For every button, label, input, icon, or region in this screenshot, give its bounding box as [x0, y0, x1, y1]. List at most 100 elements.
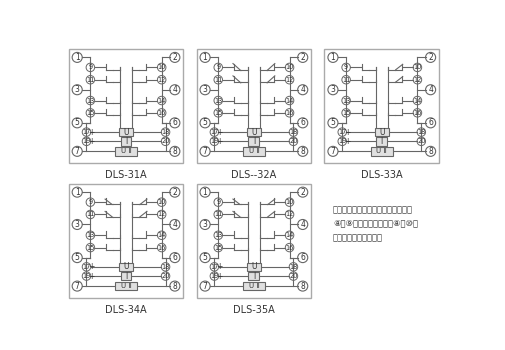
- Text: 4: 4: [299, 220, 305, 229]
- Text: +: +: [216, 128, 222, 136]
- Text: U Ⅱ: U Ⅱ: [248, 283, 259, 289]
- Text: 12: 12: [157, 77, 166, 83]
- Text: U: U: [250, 128, 256, 136]
- Text: 19: 19: [337, 138, 346, 144]
- Text: 1: 1: [75, 188, 79, 197]
- Text: U: U: [250, 262, 256, 271]
- Text: 6: 6: [172, 118, 177, 127]
- Text: 18: 18: [416, 129, 425, 135]
- Bar: [374, 128, 388, 136]
- Text: 15: 15: [341, 110, 349, 116]
- Text: 20: 20: [161, 138, 170, 144]
- Text: I: I: [252, 272, 255, 281]
- Text: ⑧、⑨端子接合闸线圈，⑧、⑩或: ⑧、⑨端子接合闸线圈，⑧、⑩或: [332, 219, 417, 228]
- Text: +: +: [216, 262, 222, 271]
- Text: U: U: [378, 128, 384, 136]
- Text: 10: 10: [285, 199, 293, 205]
- Text: +: +: [216, 272, 222, 281]
- Text: 19: 19: [210, 273, 218, 279]
- Bar: [246, 262, 261, 271]
- Text: 17: 17: [82, 264, 90, 270]
- Bar: [196, 184, 311, 298]
- Text: 14: 14: [157, 98, 166, 104]
- Text: 14: 14: [285, 98, 293, 104]
- Text: 4: 4: [299, 85, 305, 94]
- Bar: [120, 272, 131, 280]
- Text: 12: 12: [285, 211, 293, 217]
- Text: 13: 13: [214, 98, 222, 104]
- Bar: [119, 128, 133, 136]
- Bar: [119, 262, 133, 271]
- Text: 3: 3: [202, 85, 207, 94]
- Bar: [248, 272, 259, 280]
- Text: 13: 13: [214, 232, 222, 238]
- Text: +: +: [88, 137, 94, 146]
- Text: I: I: [125, 272, 127, 281]
- Text: 3: 3: [202, 220, 207, 229]
- Bar: [69, 184, 183, 298]
- Text: 2: 2: [427, 53, 432, 62]
- Text: 1: 1: [203, 53, 207, 62]
- Bar: [324, 49, 438, 163]
- Text: 6: 6: [299, 253, 305, 262]
- Text: U: U: [123, 128, 128, 136]
- Text: DLS-31A: DLS-31A: [105, 170, 146, 180]
- Text: 5: 5: [75, 253, 79, 262]
- Text: 17: 17: [82, 129, 90, 135]
- Text: 18: 18: [289, 129, 297, 135]
- Text: 14: 14: [413, 98, 421, 104]
- Text: 5: 5: [75, 118, 79, 127]
- Text: +: +: [343, 137, 349, 146]
- Text: 1: 1: [203, 188, 207, 197]
- Text: 2: 2: [172, 188, 177, 197]
- Text: 15: 15: [86, 110, 94, 116]
- Text: 13: 13: [86, 98, 94, 104]
- Text: 7: 7: [202, 282, 207, 290]
- Text: 12: 12: [285, 77, 293, 83]
- Text: 16: 16: [285, 245, 293, 251]
- Text: DLS-33A: DLS-33A: [360, 170, 402, 180]
- Text: 12: 12: [413, 77, 421, 83]
- Text: DLS-34A: DLS-34A: [105, 304, 146, 315]
- Text: 18: 18: [289, 264, 297, 270]
- Text: 13: 13: [86, 232, 94, 238]
- Text: 11: 11: [86, 211, 94, 217]
- Text: U Ⅱ: U Ⅱ: [248, 148, 259, 154]
- Text: 8: 8: [172, 282, 177, 290]
- Text: 19: 19: [82, 273, 90, 279]
- Bar: [248, 137, 259, 146]
- Text: 16: 16: [285, 110, 293, 116]
- Text: 3: 3: [75, 85, 79, 94]
- Text: 9: 9: [216, 199, 220, 205]
- Text: U: U: [123, 262, 128, 271]
- Text: 9: 9: [88, 64, 92, 70]
- Text: 15: 15: [214, 245, 222, 251]
- Text: 4: 4: [427, 85, 432, 94]
- Text: 5: 5: [202, 253, 207, 262]
- Text: 19: 19: [210, 138, 218, 144]
- Text: 7: 7: [202, 147, 207, 156]
- Text: 17: 17: [210, 264, 218, 270]
- Text: 11: 11: [86, 77, 94, 83]
- Bar: [242, 147, 264, 155]
- Text: +: +: [216, 137, 222, 146]
- Text: 20: 20: [288, 138, 297, 144]
- Text: +: +: [343, 128, 349, 136]
- Text: 10: 10: [157, 64, 166, 70]
- Text: 11: 11: [214, 211, 222, 217]
- Text: 10: 10: [285, 64, 293, 70]
- Text: 6: 6: [172, 253, 177, 262]
- Text: 18: 18: [161, 129, 169, 135]
- Text: 4: 4: [172, 85, 177, 94]
- Text: 1: 1: [75, 53, 79, 62]
- Text: 16: 16: [157, 245, 166, 251]
- Text: 20: 20: [416, 138, 425, 144]
- Text: 15: 15: [86, 245, 94, 251]
- Bar: [242, 282, 264, 290]
- Text: 1: 1: [330, 53, 335, 62]
- Text: 8: 8: [427, 147, 432, 156]
- Text: +: +: [88, 128, 94, 136]
- Text: 9: 9: [88, 199, 92, 205]
- Text: 20: 20: [288, 273, 297, 279]
- Text: U Ⅱ: U Ⅱ: [376, 148, 386, 154]
